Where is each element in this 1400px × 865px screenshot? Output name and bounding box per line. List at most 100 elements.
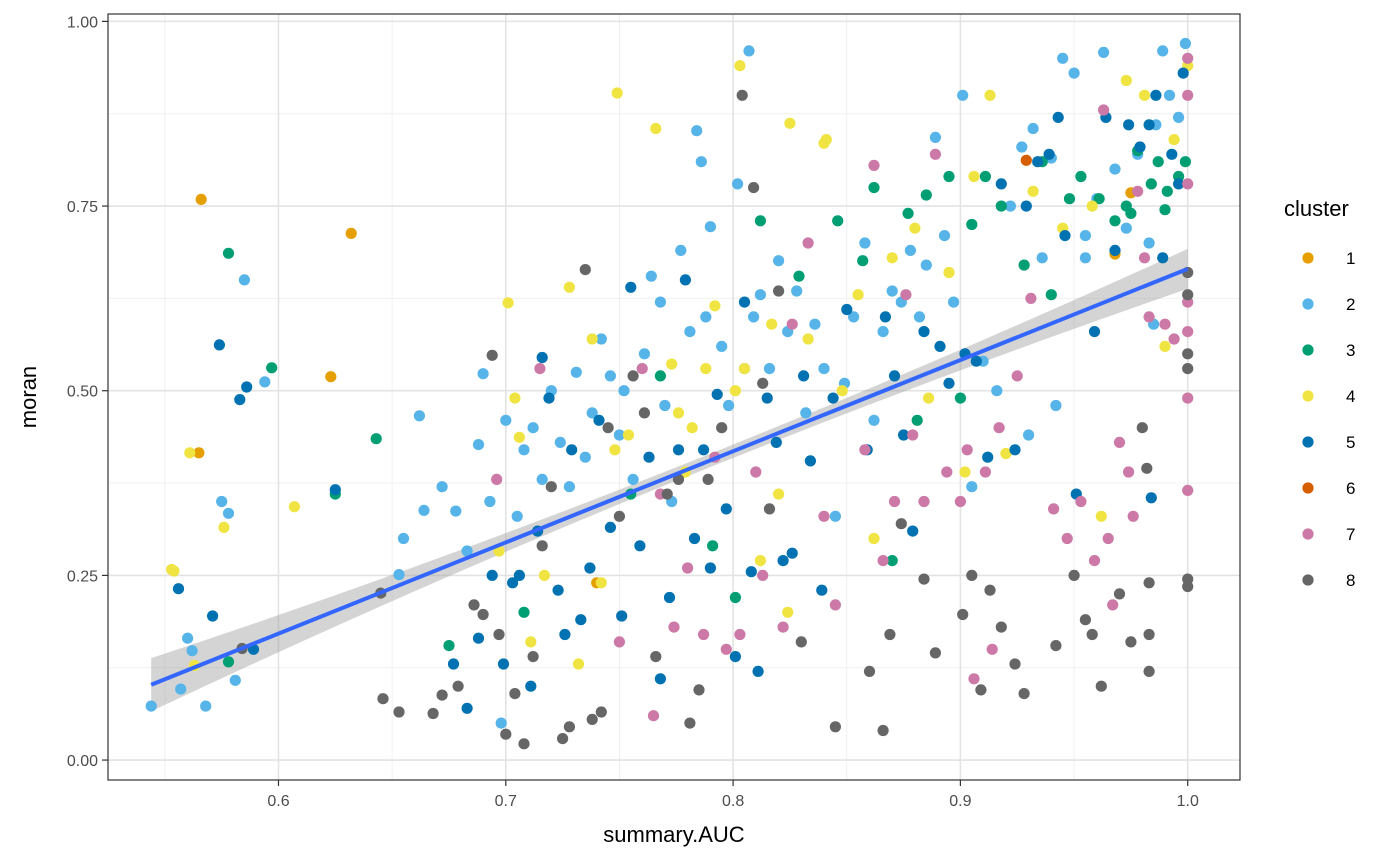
data-point	[732, 178, 744, 190]
data-point	[918, 573, 930, 585]
data-point	[1036, 252, 1048, 264]
data-point	[1138, 89, 1151, 101]
data-point	[634, 540, 646, 552]
legend-key-1	[1302, 252, 1314, 264]
data-point	[572, 658, 585, 670]
data-point	[200, 700, 212, 712]
data-point	[168, 565, 180, 577]
data-point	[1182, 52, 1194, 64]
data-point	[1107, 599, 1119, 611]
data-point	[859, 444, 871, 456]
data-point	[584, 562, 596, 574]
data-point	[784, 117, 796, 129]
data-point	[918, 495, 930, 508]
data-point	[841, 303, 853, 316]
data-point	[450, 505, 462, 517]
data-point	[863, 665, 876, 678]
data-point	[729, 651, 742, 663]
data-point	[920, 259, 932, 271]
data-point	[1079, 614, 1091, 626]
data-point	[929, 647, 942, 659]
data-point	[397, 532, 410, 545]
data-point	[954, 495, 967, 508]
legend-label-3: 3	[1346, 341, 1355, 360]
data-point	[1109, 215, 1121, 227]
x-tick-label: 0.8	[722, 793, 744, 810]
data-point	[1075, 495, 1087, 508]
data-point	[1182, 392, 1194, 404]
data-point	[709, 300, 721, 312]
data-point	[911, 414, 923, 426]
legend-label-1: 1	[1346, 249, 1355, 268]
data-point	[995, 200, 1007, 212]
y-axis-title: moran	[16, 366, 41, 428]
data-point	[711, 388, 723, 400]
data-point	[477, 368, 489, 380]
data-point	[693, 684, 705, 696]
data-point	[659, 399, 671, 412]
data-point	[798, 370, 810, 382]
data-point	[720, 643, 732, 655]
data-point	[966, 569, 978, 582]
data-point	[1143, 311, 1155, 323]
data-point	[1009, 444, 1021, 456]
data-point	[957, 608, 969, 621]
data-point	[1168, 134, 1180, 146]
data-point	[1032, 156, 1044, 168]
data-point	[868, 182, 880, 194]
data-point	[518, 738, 530, 750]
data-point	[684, 326, 696, 338]
data-point	[1011, 370, 1023, 382]
x-tick-label: 0.6	[267, 793, 289, 810]
data-point	[1173, 178, 1185, 190]
y-tick-label: 0.25	[67, 568, 98, 585]
data-point	[627, 473, 639, 485]
data-point	[175, 683, 187, 695]
data-point	[804, 455, 817, 467]
data-point	[1125, 207, 1137, 219]
data-point	[513, 569, 526, 582]
data-point	[1020, 154, 1032, 166]
legend-title: cluster	[1284, 196, 1349, 221]
data-point	[1009, 658, 1021, 670]
data-point	[979, 466, 992, 478]
data-point	[675, 244, 687, 256]
data-point	[182, 632, 194, 644]
legend-key-3	[1302, 344, 1314, 356]
y-tick-label: 0.50	[67, 384, 98, 401]
data-point	[1098, 104, 1110, 116]
data-point	[1109, 163, 1121, 175]
data-point	[461, 545, 473, 557]
data-point	[486, 349, 498, 361]
data-point	[682, 562, 694, 574]
data-point	[1182, 348, 1194, 360]
data-point	[698, 628, 710, 641]
confidence-band-area	[151, 248, 1188, 712]
data-point	[477, 608, 489, 621]
data-point	[595, 706, 607, 718]
data-point	[1045, 289, 1057, 301]
data-point	[1132, 185, 1144, 197]
data-point	[877, 555, 889, 567]
data-point	[552, 584, 564, 596]
data-point	[579, 264, 591, 276]
data-point	[493, 628, 505, 641]
data-point	[720, 503, 732, 515]
data-point	[672, 407, 685, 419]
data-point	[943, 170, 955, 183]
data-point	[234, 394, 246, 406]
data-point	[213, 339, 225, 351]
data-point	[613, 510, 626, 522]
legend-key-6	[1302, 482, 1314, 494]
data-point	[468, 599, 480, 611]
data-point	[486, 569, 498, 582]
data-point	[288, 501, 300, 513]
data-point	[829, 721, 842, 733]
data-point	[1123, 466, 1135, 478]
data-point	[859, 237, 871, 249]
data-point	[1050, 640, 1062, 652]
data-point	[1095, 510, 1107, 522]
data-point	[900, 289, 912, 301]
data-point	[754, 555, 767, 567]
data-point	[502, 297, 514, 309]
